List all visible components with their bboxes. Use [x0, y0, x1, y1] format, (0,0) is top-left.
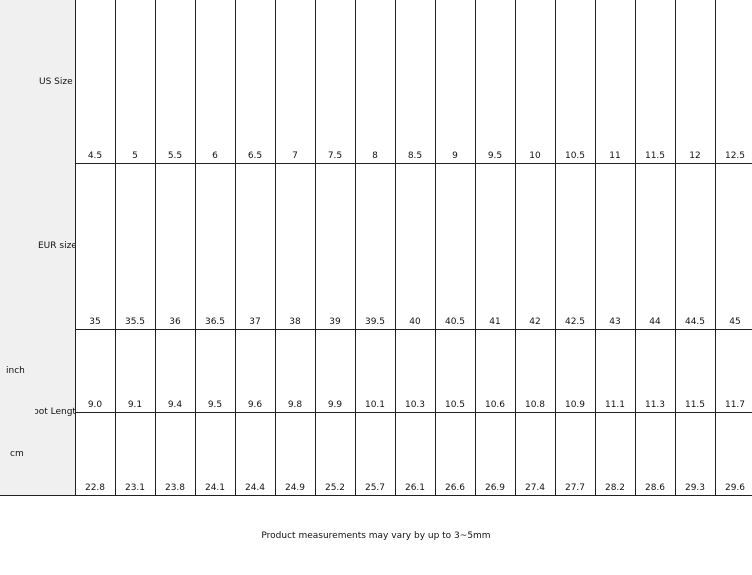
size-cell: 9.8: [275, 329, 316, 413]
size-cell: 23.1: [115, 412, 156, 496]
size-cell: 26.9: [475, 412, 516, 496]
size-cell: 11.5: [635, 0, 676, 164]
size-cell: 26.1: [395, 412, 436, 496]
size-cell: 9.9: [315, 329, 356, 413]
unit-label: cm: [0, 412, 36, 496]
size-cell: 8.5: [395, 0, 436, 164]
size-cell: 5: [115, 0, 156, 164]
size-cell: 10.1: [355, 329, 396, 413]
size-cell: 10: [515, 0, 556, 164]
size-cell: 9.4: [155, 329, 196, 413]
size-cell: 29.6: [715, 412, 752, 496]
size-cell: 10.9: [555, 329, 596, 413]
size-cell: 43: [595, 163, 636, 330]
size-cell: 44: [635, 163, 676, 330]
size-cell: 7: [275, 0, 316, 164]
size-cell: 27.7: [555, 412, 596, 496]
size-cell: 42.5: [555, 163, 596, 330]
size-cell: 23.8: [155, 412, 196, 496]
size-cell: 28.6: [635, 412, 676, 496]
size-cell: 9.6: [235, 329, 276, 413]
blank-cell: [0, 0, 36, 164]
size-cell: 6.5: [235, 0, 276, 164]
size-cell: 11.7: [715, 329, 752, 413]
size-cell: 39.5: [355, 163, 396, 330]
size-cell: 24.4: [235, 412, 276, 496]
size-cell: 4.5: [75, 0, 116, 164]
size-cell: 42: [515, 163, 556, 330]
row-label: EUR size: [35, 163, 76, 330]
size-cell: 9.0: [75, 329, 116, 413]
size-cell: 10.5: [555, 0, 596, 164]
size-cell: 12: [675, 0, 716, 164]
size-cell: 36: [155, 163, 196, 330]
size-cell: 9: [435, 0, 476, 164]
note: Product measurements may vary by up to 3…: [261, 531, 491, 541]
size-cell: 35: [75, 163, 116, 330]
size-cell: 6: [195, 0, 236, 164]
row-label: US Size: [35, 0, 76, 164]
size-cell: 9.5: [195, 329, 236, 413]
row-label: Foot Length: [35, 329, 76, 496]
size-cell: 10.6: [475, 329, 516, 413]
size-cell: 5.5: [155, 0, 196, 164]
size-cell: 11.1: [595, 329, 636, 413]
size-cell: 22.8: [75, 412, 116, 496]
size-cell: 9.1: [115, 329, 156, 413]
size-cell: 35.5: [115, 163, 156, 330]
size-cell: 25.2: [315, 412, 356, 496]
size-cell: 36.5: [195, 163, 236, 330]
size-cell: 24.9: [275, 412, 316, 496]
size-cell: 12.5: [715, 0, 752, 164]
size-cell: 10.3: [395, 329, 436, 413]
size-cell: 25.7: [355, 412, 396, 496]
size-cell: 26.6: [435, 412, 476, 496]
size-cell: 11.3: [635, 329, 676, 413]
size-cell: 24.1: [195, 412, 236, 496]
size-cell: 44.5: [675, 163, 716, 330]
size-cell: 11: [595, 0, 636, 164]
size-cell: 11.5: [675, 329, 716, 413]
size-cell: 7.5: [315, 0, 356, 164]
size-cell: 10.8: [515, 329, 556, 413]
size-cell: 38: [275, 163, 316, 330]
size-cell: 41: [475, 163, 516, 330]
size-cell: 8: [355, 0, 396, 164]
unit-label: inch: [0, 329, 36, 413]
size-cell: 9.5: [475, 0, 516, 164]
size-cell: 10.5: [435, 329, 476, 413]
size-cell: 27.4: [515, 412, 556, 496]
blank-cell: [0, 163, 36, 330]
size-cell: 45: [715, 163, 752, 330]
size-cell: 39: [315, 163, 356, 330]
size-cell: 29.3: [675, 412, 716, 496]
size-cell: 37: [235, 163, 276, 330]
size-cell: 28.2: [595, 412, 636, 496]
size-cell: 40.5: [435, 163, 476, 330]
size-cell: 40: [395, 163, 436, 330]
